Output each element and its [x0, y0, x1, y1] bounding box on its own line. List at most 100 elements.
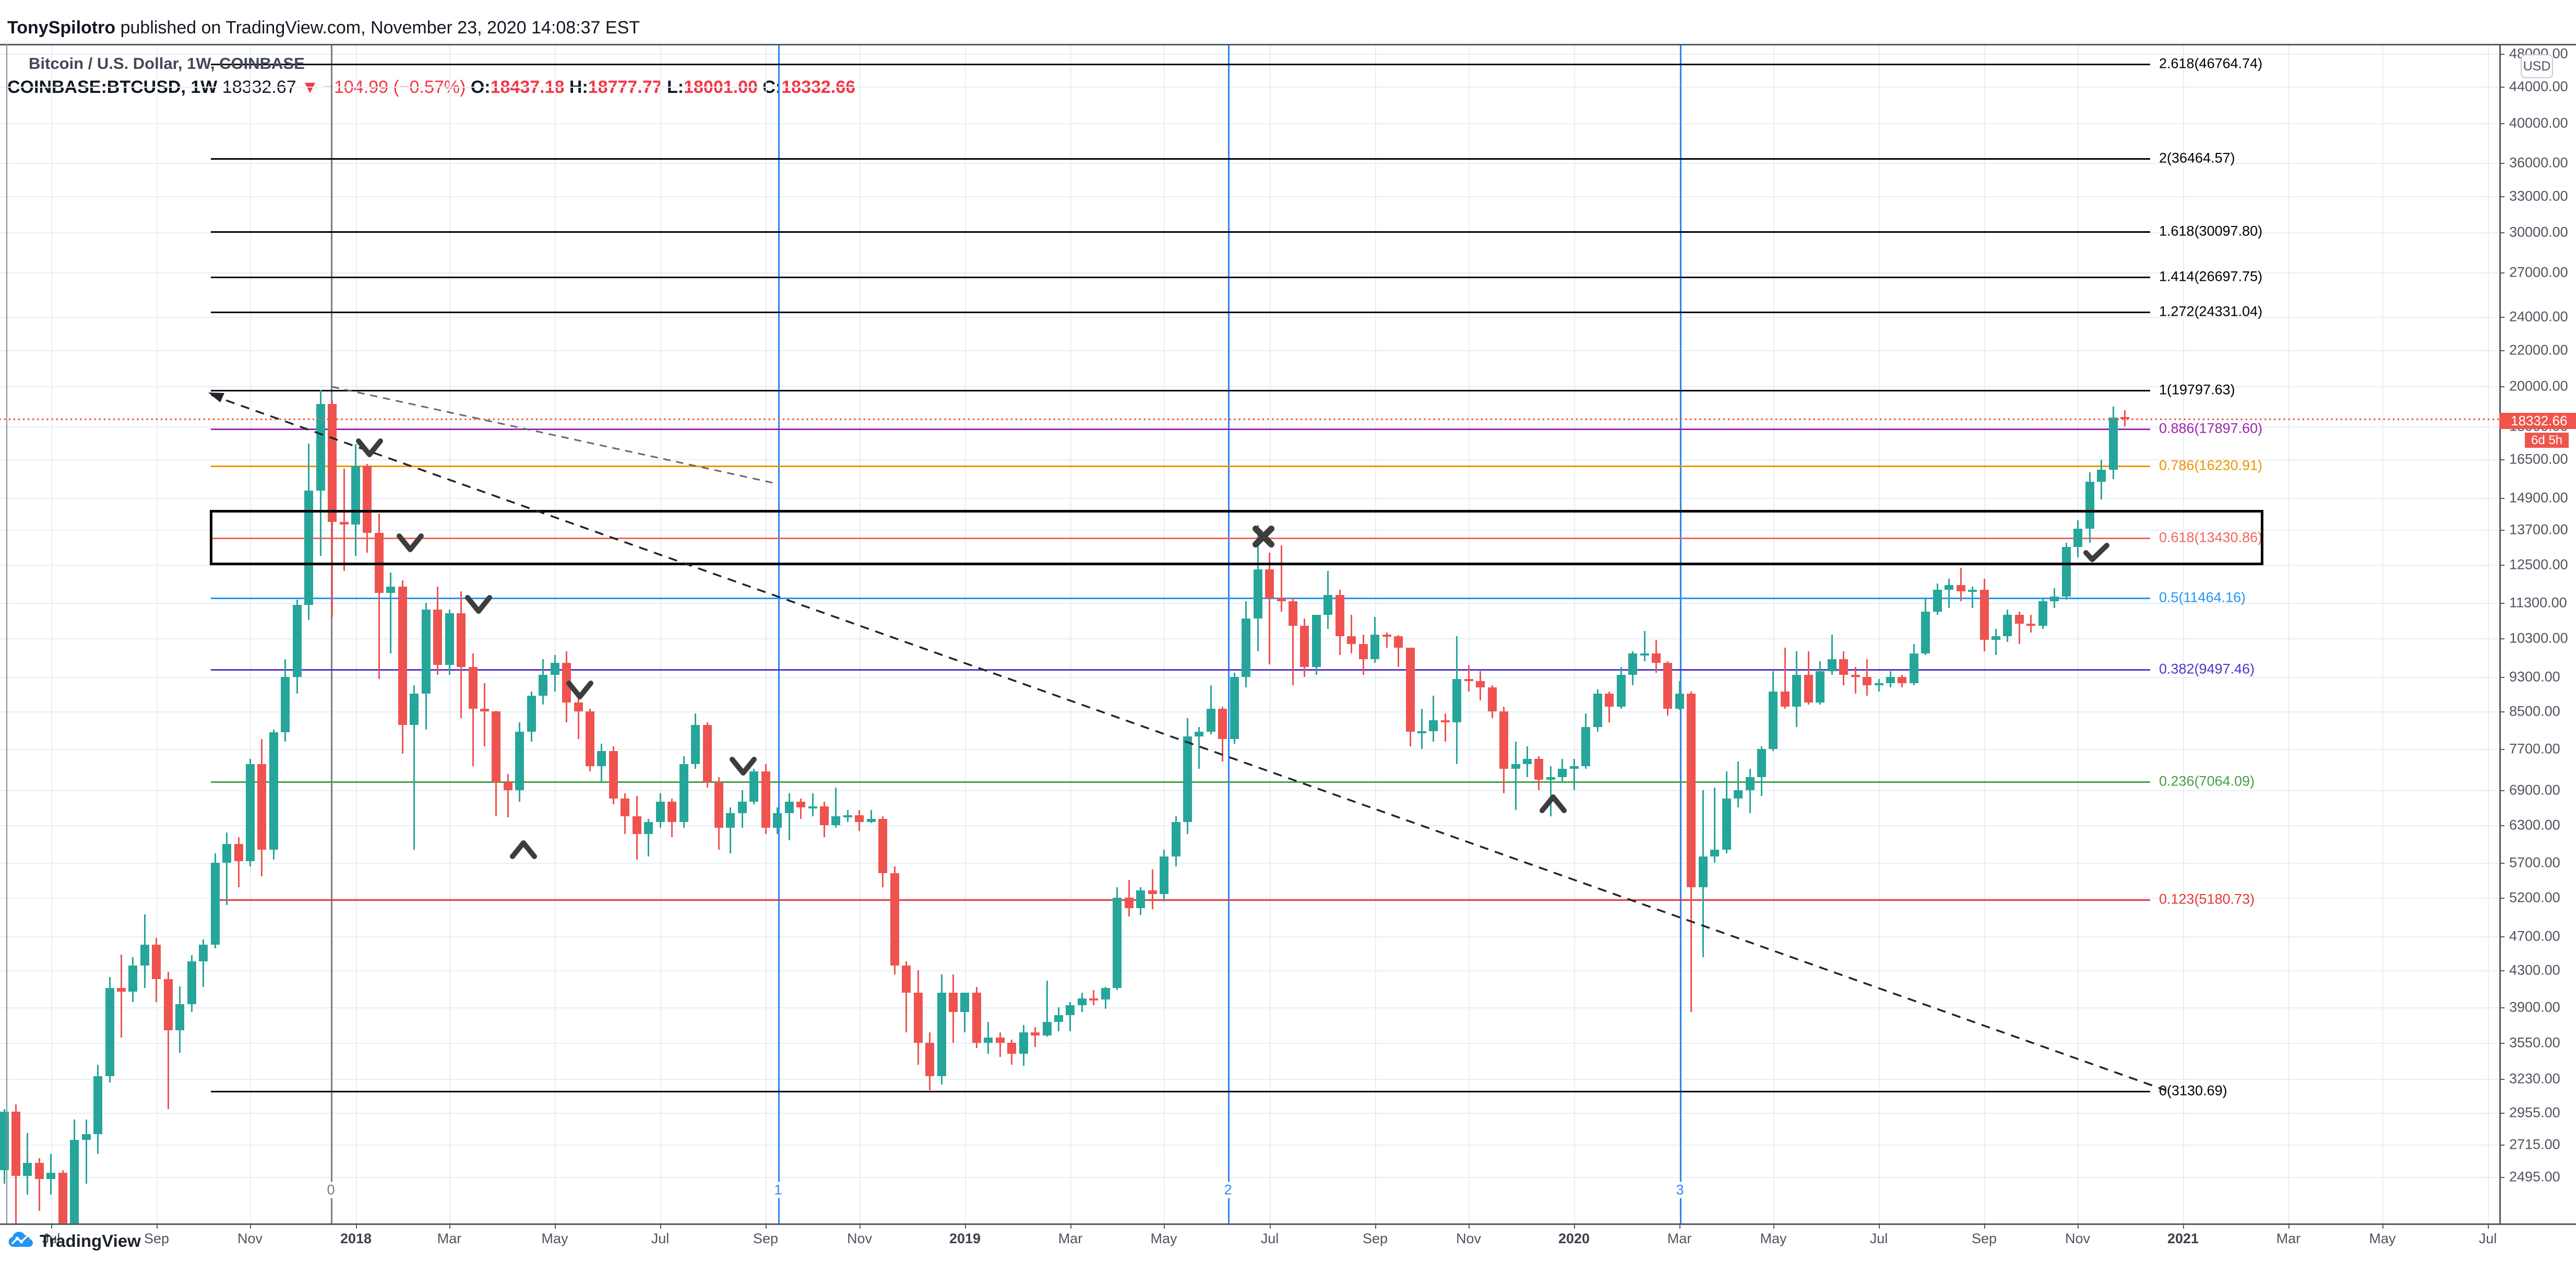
time-gridline — [51, 44, 52, 1223]
publish-info-rest: published on TradingView.com, November 2… — [115, 18, 640, 38]
fib-level-line[interactable] — [211, 312, 2150, 314]
time-gridline — [2382, 44, 2383, 1223]
price-tick-mark — [2499, 1176, 2505, 1178]
fib-level-line[interactable] — [211, 669, 2150, 671]
candle — [1816, 671, 1825, 703]
currency-unit-button[interactable]: USD — [2521, 54, 2553, 78]
candle — [1945, 585, 1954, 590]
price-gridline — [0, 163, 2499, 164]
candle-wick — [1034, 1027, 1036, 1047]
numbered-vertical-line[interactable] — [778, 44, 780, 1223]
candle — [1523, 758, 1532, 764]
candle — [1956, 585, 1965, 592]
time-tick-mark — [51, 1223, 52, 1229]
candle-wick — [483, 683, 485, 746]
candle — [1031, 1032, 1040, 1035]
fib-level-line[interactable] — [211, 428, 2150, 430]
time-gridline — [766, 44, 767, 1223]
time-tick-label: Jul — [1869, 1231, 1888, 1246]
candle — [667, 801, 677, 822]
candle — [105, 988, 114, 1077]
candle-wick — [1573, 758, 1575, 791]
time-gridline — [1879, 44, 1880, 1223]
price-tick-mark — [2499, 1112, 2505, 1114]
candle-wick — [1737, 761, 1739, 807]
fib-level-line[interactable] — [211, 781, 2150, 783]
chart-pane[interactable]: 0 1 2 3 2.618(46764.74) 2(36464.57) 1.618(3009… — [0, 44, 2499, 1223]
fib-level-line[interactable] — [211, 231, 2150, 233]
time-gridline — [965, 44, 966, 1223]
candle — [574, 702, 583, 711]
candle — [691, 724, 700, 764]
time-gridline — [250, 44, 251, 1223]
time-tick-mark — [1574, 1223, 1575, 1229]
price-tick-mark — [2499, 863, 2505, 864]
candle — [1429, 720, 1438, 732]
candle — [222, 844, 232, 863]
candle — [1605, 694, 1614, 707]
time-tick-label: Nov — [1456, 1231, 1482, 1246]
candle — [2014, 615, 2024, 624]
candle — [702, 724, 712, 782]
candle — [1710, 850, 1720, 856]
fib-level-line[interactable] — [211, 598, 2150, 599]
candle — [515, 732, 524, 791]
time-tick-label: Nov — [237, 1231, 263, 1246]
fib-level-line[interactable] — [211, 465, 2150, 467]
accumulation-box[interactable] — [210, 509, 2263, 565]
candle-wick — [390, 572, 392, 653]
candle-wick — [167, 971, 169, 1110]
candle — [913, 993, 923, 1043]
fib-level-line[interactable] — [211, 390, 2150, 392]
fib-level-label: 0.123(5180.73) — [2159, 891, 2255, 907]
candle-wick — [226, 832, 228, 906]
price-tick-label: 10300.00 — [2509, 630, 2568, 646]
candle-wick — [577, 694, 579, 739]
time-tick-mark — [2183, 1223, 2184, 1229]
candle-wick — [999, 1032, 1001, 1057]
candle — [878, 819, 888, 873]
candle — [808, 806, 817, 808]
numbered-vertical-line[interactable] — [331, 44, 332, 1223]
candle — [2026, 624, 2036, 626]
price-tick-mark — [2499, 123, 2505, 124]
candle — [539, 675, 548, 696]
candle — [984, 1037, 993, 1043]
time-tick-label: Sep — [144, 1231, 170, 1246]
price-tick-label: 14900.00 — [2509, 490, 2568, 506]
candle — [1101, 988, 1110, 999]
time-tick-label: Mar — [1058, 1231, 1083, 1246]
candle — [1253, 569, 1262, 619]
candle — [468, 666, 478, 709]
candle — [621, 799, 630, 816]
fib-level-line[interactable] — [211, 276, 2150, 278]
candle — [855, 815, 864, 822]
candle — [210, 863, 220, 945]
price-tick-label: 4700.00 — [2509, 928, 2560, 944]
time-tick-mark — [555, 1223, 556, 1229]
fib-level-line[interactable] — [211, 63, 2150, 65]
price-gridline — [0, 53, 2499, 55]
time-tick-mark — [1984, 1223, 1985, 1229]
fib-level-line[interactable] — [211, 158, 2150, 160]
vertical-line-label: 0 — [325, 1182, 337, 1198]
candle — [1206, 709, 1215, 732]
fib-level-line[interactable] — [211, 899, 2150, 901]
time-tick-label: Jul — [42, 1231, 61, 1246]
price-tick-mark — [2499, 936, 2505, 937]
numbered-vertical-line[interactable] — [1680, 44, 1681, 1223]
candle — [152, 944, 161, 979]
candle — [1839, 659, 1848, 675]
fib-level-line[interactable] — [211, 1090, 2150, 1092]
price-tick-label: 3550.00 — [2509, 1034, 2560, 1051]
candle — [328, 403, 337, 522]
candle — [761, 771, 770, 828]
candle — [1370, 634, 1380, 659]
tradingview-logo[interactable]: TradingView — [7, 1230, 141, 1253]
candle — [1628, 653, 1638, 675]
price-tick-label: 27000.00 — [2509, 264, 2568, 280]
time-tick-mark — [1164, 1223, 1165, 1229]
candle — [2003, 615, 2012, 637]
numbered-vertical-line[interactable] — [1228, 44, 1230, 1223]
price-gridline — [0, 790, 2499, 792]
